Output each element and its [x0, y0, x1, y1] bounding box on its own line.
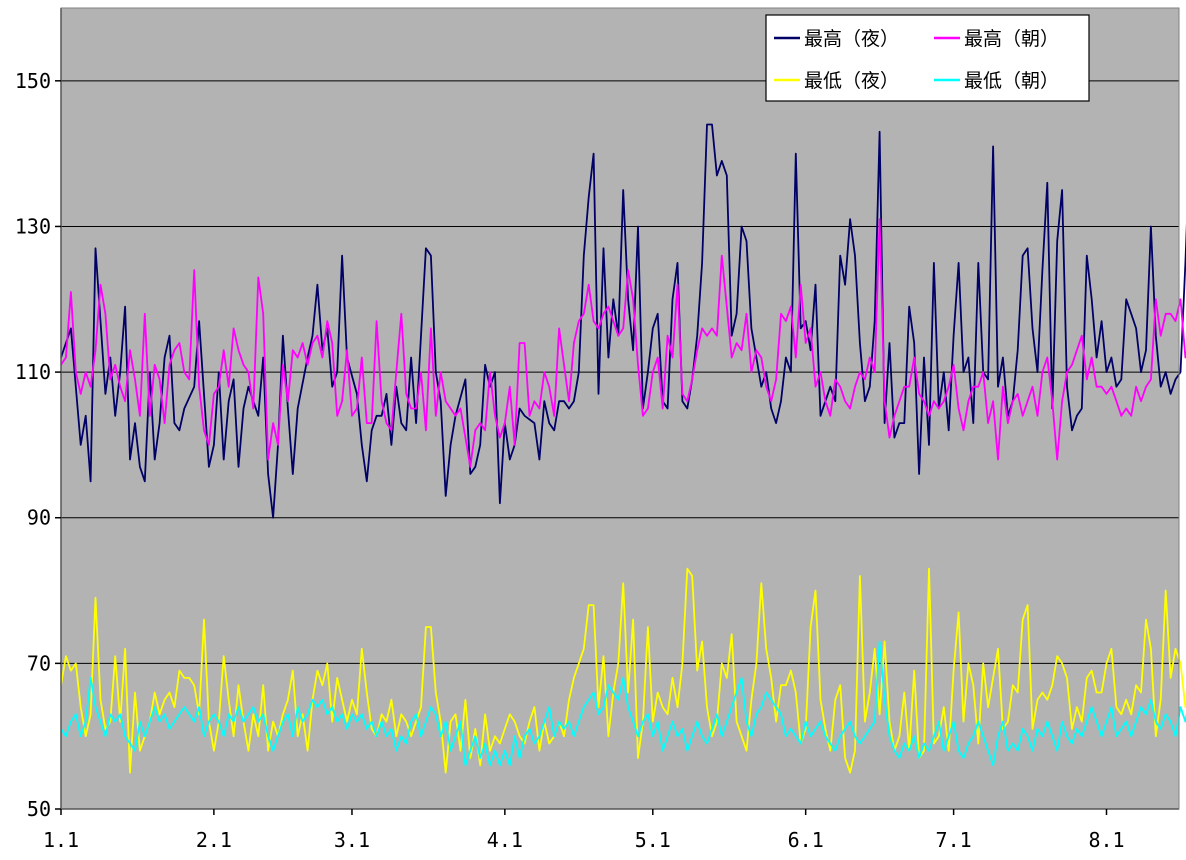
legend: 最高（夜） 最高（朝） 最低（夜） 最低（朝）: [765, 14, 1090, 102]
y-tick-label-70: 70: [27, 651, 51, 675]
series-line-4: [60, 640, 1186, 767]
plot-border: [60, 7, 1180, 810]
x-tick-label-2: 3.1: [334, 828, 370, 852]
axes: [60, 7, 1180, 810]
y-axis-ticks: 50 70 90 110 130 150: [15, 69, 61, 821]
x-tick-label-7: 8.1: [1088, 828, 1124, 852]
legend-label-3: 最低（夜）: [804, 70, 899, 92]
legend-box: [765, 14, 1090, 102]
series-line-3: [60, 567, 1186, 774]
x-tick-label-5: 6.1: [788, 828, 824, 852]
x-tick-label-4: 5.1: [635, 828, 671, 852]
y-tick-label-130: 130: [15, 214, 51, 238]
y-tick-label-110: 110: [15, 360, 51, 384]
series-lines: [60, 123, 1186, 774]
x-axis-ticks: 1.1 2.1 3.1 4.1 5.1 6.1 7.1 8.1: [43, 809, 1125, 852]
legend-label-1: 最高（夜）: [804, 28, 899, 50]
legend-label-4: 最低（朝）: [964, 70, 1059, 92]
legend-label-2: 最高（朝）: [964, 28, 1059, 50]
y-tick-label-90: 90: [27, 506, 51, 530]
x-tick-label-0: 1.1: [43, 828, 79, 852]
series-line-2: [60, 218, 1186, 468]
x-tick-label-3: 4.1: [487, 828, 523, 852]
x-tick-label-6: 7.1: [936, 828, 972, 852]
y-tick-label-50: 50: [27, 797, 51, 821]
y-tick-label-150: 150: [15, 69, 51, 93]
x-tick-label-1: 2.1: [196, 828, 232, 852]
series-line-1: [60, 123, 1186, 519]
